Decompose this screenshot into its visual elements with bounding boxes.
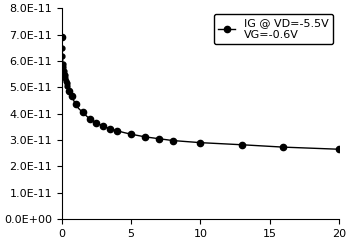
Legend: IG @ VD=-5.5V
VG=-0.6V: IG @ VD=-5.5V VG=-0.6V: [214, 14, 333, 44]
